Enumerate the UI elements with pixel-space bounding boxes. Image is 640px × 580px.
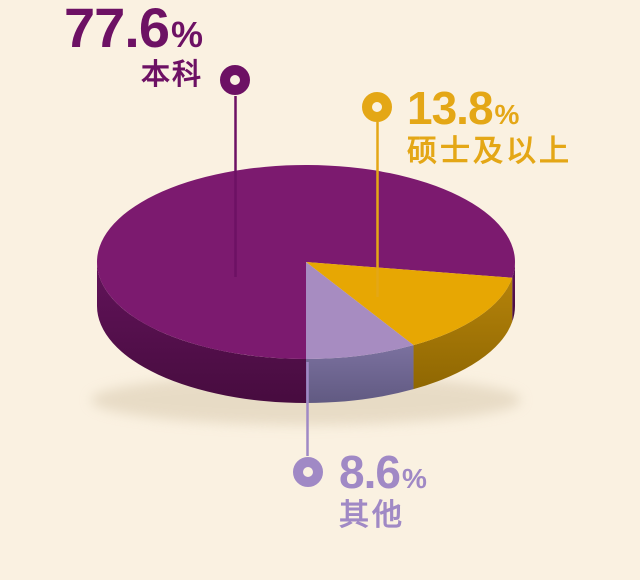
masters-category-name: 硕士及以上	[407, 135, 572, 168]
others-value: 8.6%	[339, 446, 427, 498]
masters-callout-marker-icon	[362, 92, 392, 122]
pie-slice-side-masters	[413, 277, 513, 390]
bachelor-category-name: 本科	[140, 59, 203, 91]
pie-slice-side-bachelor	[97, 262, 306, 403]
bachelor-callout-label: 77.6% 本科	[0, 0, 203, 90]
others-callout-marker-icon	[293, 457, 323, 487]
masters-value: 13.8%	[407, 82, 520, 134]
masters-callout-label: 13.8% 硕士及以上	[407, 85, 572, 167]
bachelor-value: 77.6%	[63, 0, 203, 59]
others-category-name: 其他	[339, 499, 405, 532]
pie-slice-others	[306, 262, 414, 359]
pie-slice-side-bachelor	[512, 262, 515, 322]
pie-slice-masters	[306, 262, 513, 346]
pie-slice-bachelor	[97, 164, 516, 359]
others-callout-label: 8.6% 其他	[339, 449, 427, 531]
pie-slice-side-others	[306, 345, 414, 403]
bachelor-callout-marker-icon	[220, 65, 250, 95]
